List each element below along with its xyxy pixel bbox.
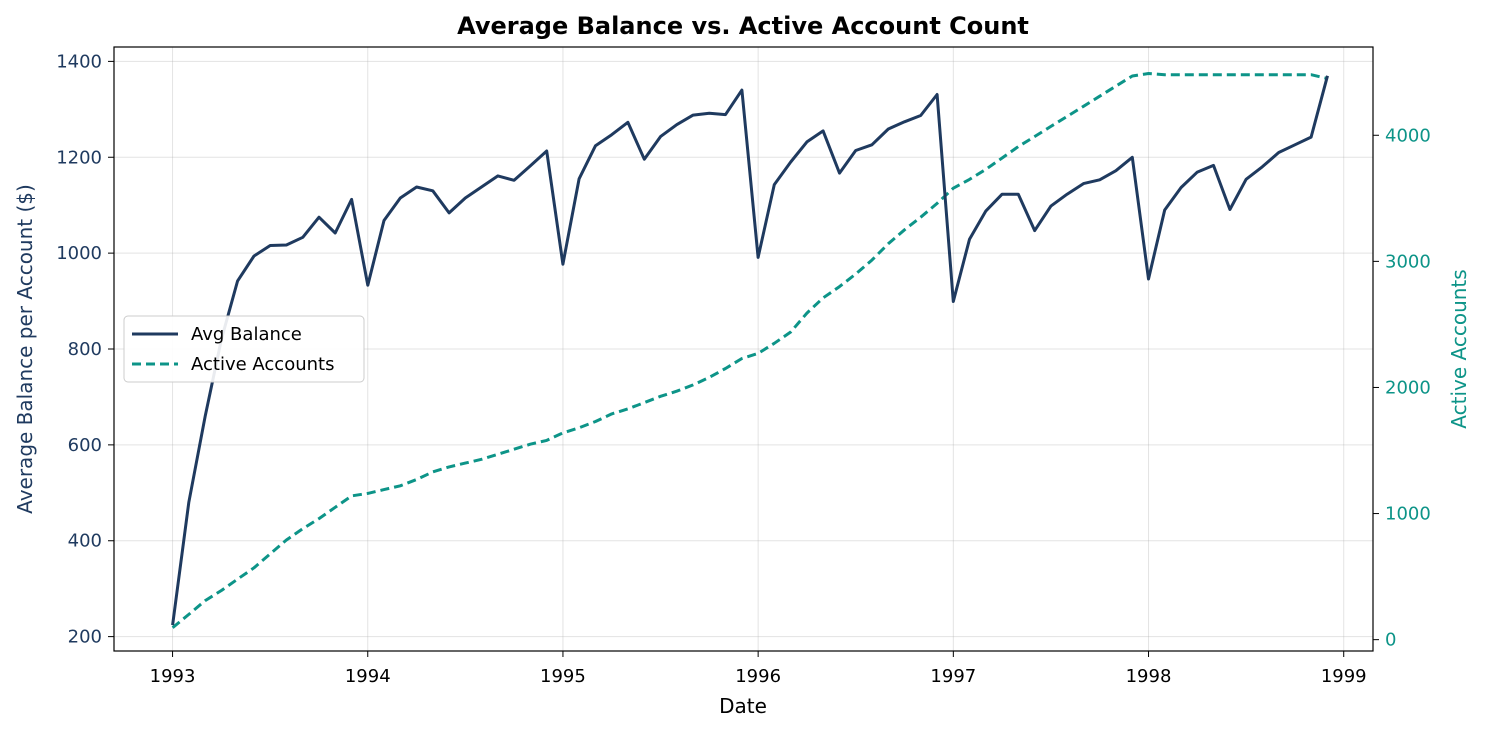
y-right-tick-label: 4000 [1385,125,1431,146]
axis-layer: 1993 1994 1995 1996 1997 1998 1999 200 400 600 800… [56,51,1431,687]
x-tick-label: 1997 [930,666,976,687]
x-tick-label: 1994 [345,666,391,687]
y-left-tick-label: 200 [68,627,102,648]
y-left-tick-label: 800 [68,339,102,360]
y-right-tick-label: 2000 [1385,377,1431,398]
y-axis-right-label: Active Accounts [1447,269,1471,428]
y-left-tick-label: 600 [68,435,102,456]
chart-title: Average Balance vs. Active Account Count [457,12,1029,40]
y-left-tick-label: 400 [68,531,102,552]
y-right-tick-label: 0 [1385,630,1396,651]
legend-label-avg-balance: Avg Balance [191,324,302,345]
y-right-tick-label: 1000 [1385,504,1431,525]
x-tick-label: 1996 [735,666,781,687]
x-axis-label: Date [719,694,767,718]
legend-box [123,315,365,383]
grid-layer [114,47,1373,651]
x-tick-label: 1998 [1126,666,1172,687]
y-left-tick-label: 1200 [56,147,102,168]
series-layer [171,72,1329,629]
series-line-avg-balance [171,75,1329,626]
series-line-active-accounts [171,72,1328,629]
x-tick-label: 1995 [540,666,586,687]
y-left-tick-label: 1400 [56,51,102,72]
legend-label-active-accounts: Active Accounts [191,354,334,375]
legend: Avg Balance Active Accounts [123,315,365,383]
x-tick-label: 1999 [1321,666,1367,687]
y-left-tick-label: 1000 [56,243,102,264]
y-right-tick-label: 3000 [1385,251,1431,272]
y-axis-left-label: Average Balance per Account ($) [13,184,37,514]
x-tick-label: 1993 [150,666,196,687]
